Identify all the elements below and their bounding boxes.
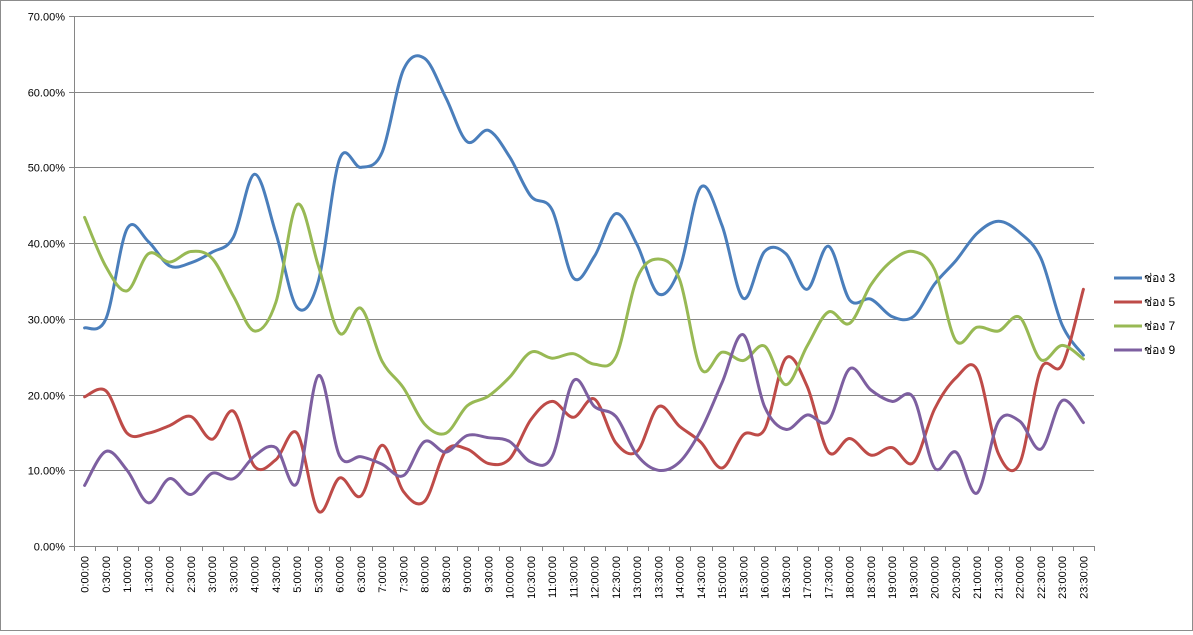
x-tick-label: 1:30:00: [143, 556, 155, 593]
x-tick-label: 20:30:00: [951, 556, 963, 599]
x-tick-label: 9:30:00: [483, 556, 495, 593]
x-tick-label: 21:00:00: [972, 556, 984, 599]
series-line-3: [83, 202, 1085, 436]
x-tick-label: 21:30:00: [993, 556, 1005, 599]
x-tick-label: 11:30:00: [568, 556, 580, 598]
x-tick-label: 6:00:00: [335, 556, 347, 593]
legend-label: ช่อง 3: [1144, 271, 1176, 285]
x-tick-label: 5:00:00: [292, 556, 304, 593]
x-tick-label: 23:30:00: [1078, 556, 1090, 599]
x-tick-label: 12:30:00: [611, 556, 623, 599]
y-axis-tick-labels: 0.00% 10.00% 20.00% 30.00% 40.00% 50.00% 60.00…: [28, 12, 66, 554]
legend-label: ช่อง 5: [1144, 295, 1176, 309]
x-tick-label: 11:00:00: [547, 556, 559, 598]
y-tick-label: 20.00%: [28, 391, 66, 403]
y-tick-label: 70.00%: [28, 12, 66, 24]
legend-item: ช่อง 7: [1114, 319, 1176, 333]
y-tick-label: 50.00%: [28, 163, 66, 175]
series-lines: [83, 54, 1085, 514]
x-tick-label: 3:00:00: [207, 556, 219, 593]
x-tick-label: 4:30:00: [271, 556, 283, 593]
x-tick-label: 18:00:00: [845, 556, 857, 599]
legend-label: ช่อง 7: [1144, 319, 1176, 333]
x-tick-label: 12:00:00: [590, 556, 602, 599]
legend-label: ช่อง 9: [1144, 343, 1176, 357]
x-tick-label: 20:00:00: [930, 556, 942, 599]
axes: [69, 16, 1095, 551]
x-tick-label: 9:00:00: [462, 556, 474, 593]
legend-item: ช่อง 3: [1114, 271, 1176, 285]
series-line-4: [83, 333, 1085, 505]
x-tick-label: 2:00:00: [165, 556, 177, 593]
series-line-1: [83, 54, 1085, 357]
x-tick-label: 23:00:00: [1057, 556, 1069, 599]
x-tick-label: 0:30:00: [101, 556, 113, 593]
x-tick-label: 10:30:00: [526, 556, 538, 599]
x-tick-label: 10:00:00: [505, 556, 517, 599]
x-tick-label: 22:30:00: [1036, 556, 1048, 599]
x-tick-label: 0:00:00: [80, 556, 92, 593]
x-tick-label: 13:00:00: [632, 556, 644, 599]
legend-item: ช่อง 9: [1114, 343, 1176, 357]
x-tick-label: 19:30:00: [908, 556, 920, 599]
x-tick-label: 8:00:00: [420, 556, 432, 593]
x-tick-label: 18:30:00: [866, 556, 878, 599]
y-tick-label: 10.00%: [28, 466, 66, 478]
x-tick-label: 16:30:00: [781, 556, 793, 599]
x-tick-label: 15:00:00: [717, 556, 729, 599]
y-tick-label: 30.00%: [28, 315, 66, 327]
x-tick-label: 6:30:00: [356, 556, 368, 593]
x-tick-label: 2:30:00: [186, 556, 198, 593]
x-tick-label: 4:00:00: [250, 556, 262, 593]
legend-item: ช่อง 5: [1114, 295, 1176, 309]
x-tick-label: 15:30:00: [738, 556, 750, 599]
x-tick-label: 19:00:00: [887, 556, 899, 599]
legend: ช่อง 3 ช่อง 5 ช่อง 7 ช่อง 9: [1114, 271, 1176, 357]
x-tick-label: 17:30:00: [823, 556, 835, 599]
x-tick-label: 1:00:00: [122, 556, 134, 593]
x-tick-label: 13:30:00: [653, 556, 665, 599]
x-tick-label: 3:30:00: [228, 556, 240, 593]
y-tick-label: 60.00%: [28, 88, 66, 100]
x-tick-label: 7:00:00: [377, 556, 389, 593]
y-tick-label: 40.00%: [28, 239, 66, 251]
x-tick-label: 22:00:00: [1015, 556, 1027, 599]
x-tick-label: 7:30:00: [398, 556, 410, 593]
x-tick-label: 8:30:00: [441, 556, 453, 593]
x-tick-label: 14:00:00: [675, 556, 687, 599]
x-tick-label: 5:30:00: [313, 556, 325, 593]
y-tick-label: 0.00%: [34, 542, 65, 554]
x-tick-label: 16:00:00: [760, 556, 772, 599]
x-tick-label: 17:00:00: [802, 556, 814, 599]
x-tick-label: 14:30:00: [696, 556, 708, 599]
x-axis-tick-labels: 0:00:00 0:30:00 1:00:00 1:30:00 2:00:00 2:30:…: [80, 556, 1091, 599]
